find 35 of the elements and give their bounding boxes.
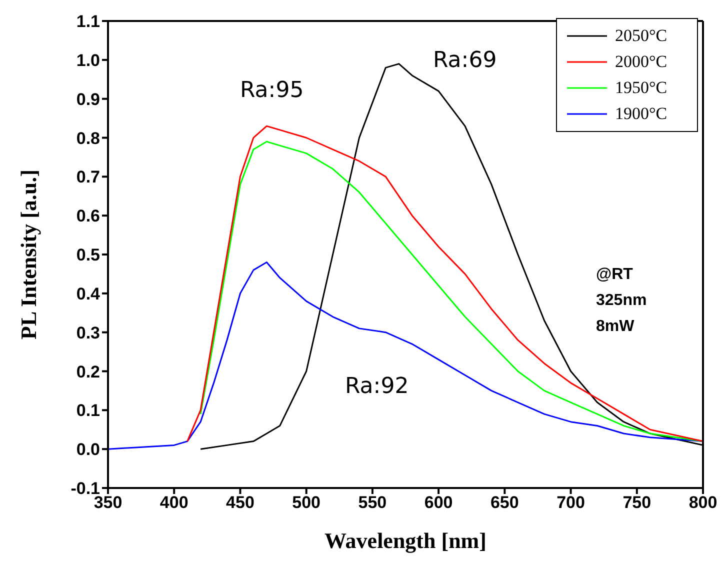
y-tick-label: 0.3 — [76, 323, 100, 342]
legend-label: 2050°C — [615, 26, 668, 46]
annotation: Ra:95 — [240, 78, 304, 103]
legend-label: 1950°C — [615, 78, 668, 98]
x-tick-label: 550 — [358, 493, 387, 512]
annotation: @RT — [596, 266, 633, 284]
x-tick-label: 450 — [226, 493, 254, 512]
x-tick-label: 650 — [490, 493, 519, 512]
annotation: Ra:69 — [433, 48, 497, 73]
y-tick-label: 0.2 — [76, 362, 100, 382]
x-tick-label: 350 — [94, 493, 122, 512]
y-tick-label: 0.6 — [76, 206, 100, 226]
y-tick-label: 1.1 — [76, 12, 100, 32]
x-axis-title: Wavelength [nm] — [324, 528, 486, 553]
y-axis-title: PL Intensity [a.u.] — [16, 170, 41, 340]
x-tick-label: 700 — [556, 493, 585, 512]
annotation: 8mW — [596, 318, 634, 336]
y-tick-label: 1.0 — [76, 50, 100, 70]
annotation: Ra:92 — [345, 374, 409, 399]
y-tick-label: 0.1 — [76, 401, 100, 420]
y-tick-label: 0.4 — [76, 284, 101, 304]
annotation: 325nm — [596, 292, 647, 310]
x-tick-label: 800 — [688, 493, 718, 512]
y-tick-label: 0.5 — [76, 246, 100, 265]
legend-label: 2000°C — [615, 52, 668, 72]
x-tick-label: 750 — [622, 493, 652, 512]
x-tick-label: 400 — [160, 493, 188, 512]
y-tick-label: 0.0 — [76, 440, 100, 460]
y-tick-label: 0.7 — [76, 168, 100, 187]
legend-label: 1900°C — [615, 104, 668, 124]
x-tick-label: 600 — [424, 493, 453, 512]
line-series — [108, 262, 703, 450]
y-tick-label: 0.9 — [76, 90, 100, 109]
y-tick-label: 0.8 — [76, 128, 100, 148]
x-tick-label: 500 — [292, 493, 321, 512]
